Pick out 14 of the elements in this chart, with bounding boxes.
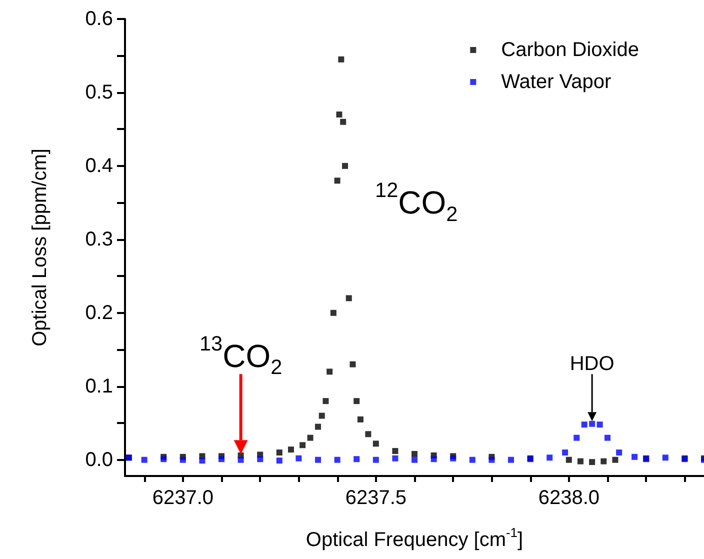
y-tick-label: 0.2 xyxy=(85,302,113,324)
y-tick-label: 0.6 xyxy=(85,8,113,30)
y-tick-label: 0.3 xyxy=(85,228,113,250)
y-tick-label: 0.4 xyxy=(85,154,113,177)
x-tick-label: 6237.5 xyxy=(345,487,406,509)
y-tick-label: 0.5 xyxy=(85,81,113,104)
x-tick-label: 6237.0 xyxy=(152,487,214,509)
y-tick-label: 0.0 xyxy=(85,448,113,471)
y-tick-label: 0.1 xyxy=(85,375,113,398)
annotation: HDO xyxy=(570,353,614,376)
legend-label: Carbon Dioxide xyxy=(501,39,640,61)
x-tick-label: 6238.0 xyxy=(538,487,600,509)
legend-label: Water Vapor xyxy=(501,71,612,93)
y-axis-title: Optical Loss [ppm/cm] xyxy=(29,148,51,346)
